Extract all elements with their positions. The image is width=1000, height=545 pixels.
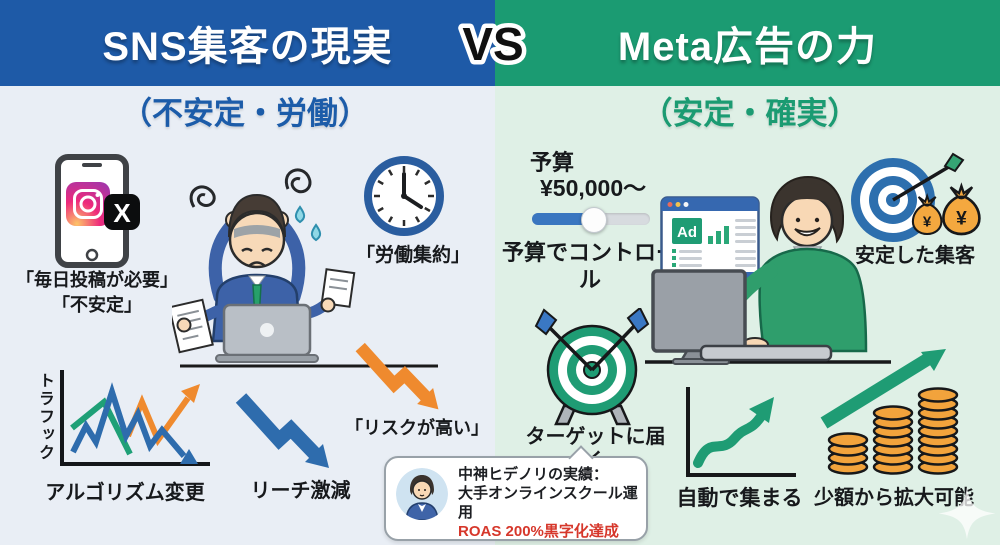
algorithm-change-caption: アルゴリズム変更: [45, 482, 205, 504]
blue-trend-line: [70, 382, 187, 458]
svg-text:¥: ¥: [923, 213, 932, 230]
stress-scribble-icon: [284, 168, 312, 194]
stable-acquisition-icon: ¥ ¥: [851, 152, 981, 242]
risk-drop-arrow-icon: [355, 342, 439, 410]
budget-block: 予算 ¥50,000〜: [530, 150, 680, 202]
budget-control-caption: 予算でコントロール: [501, 240, 678, 292]
targeting-icon: [534, 308, 650, 426]
keyboard-icon: [699, 344, 833, 362]
left-subtitle: （不安定・労働）: [121, 96, 369, 131]
money-bag-icon: ¥: [942, 182, 981, 236]
laptop-icon: [215, 303, 319, 363]
growth-chart-icon: [686, 387, 796, 477]
testimonial-text: 中神ヒデノリの実績： 大手オンラインスクール運用 ROAS 200%黒字化達成: [458, 465, 640, 541]
traffic-axis-label: トラフック: [36, 372, 53, 462]
right-subtitle: （安定・確実）: [641, 96, 859, 131]
left-header-band: [0, 0, 495, 86]
budget-slider-fill: [532, 213, 594, 225]
instagram-icon: [66, 182, 110, 226]
budget-slider-knob: [581, 207, 607, 233]
money-bag-icon: ¥: [911, 192, 943, 236]
unstable-caption: 「不安定」: [52, 295, 142, 315]
svg-text:¥: ¥: [956, 208, 967, 229]
budget-value: ¥50,000〜: [540, 175, 647, 201]
arrow-shaft: [892, 160, 958, 202]
notes-icon: [320, 268, 356, 308]
arrow-feather-icon: [626, 308, 650, 334]
green-trend-line: [70, 397, 133, 456]
arrow-feather-icon: [534, 308, 558, 336]
scale-up-caption: 少額から拡大可能: [814, 487, 974, 509]
sweat-drop-icon: [294, 205, 306, 224]
smartphone-sns-icon: X: [55, 154, 140, 268]
volatile-traffic-chart: [60, 370, 210, 466]
left-title: SNS集客の現実: [102, 25, 393, 69]
coin-stack-icon: [827, 432, 869, 475]
svg-text:X: X: [113, 198, 131, 228]
avatar: [396, 468, 448, 520]
auto-gather-caption: 自動で集まる: [676, 487, 803, 510]
testimonial-line1: 中神ヒデノリの実績：: [458, 466, 609, 483]
x-logo-icon: X: [104, 194, 140, 230]
stable-acquisition-caption: 安定した集客: [855, 245, 975, 267]
labor-intensive-caption: 「労働集約」: [355, 245, 470, 266]
right-header-band: [495, 0, 1000, 86]
arrow-feather-icon: [943, 152, 965, 173]
marketer-at-computer-illustration: [645, 175, 891, 365]
mini-bar-chart-icon: [708, 226, 729, 244]
testimonial-roas: ROAS 200%黒字化達成: [458, 523, 619, 540]
daily-posting-caption: 「毎日投稿が必要」: [16, 270, 178, 290]
testimonial-line2: 大手オンラインスクール運用: [458, 485, 638, 521]
ad-badge-label: Ad: [677, 224, 697, 241]
budget-label: 予算: [530, 150, 575, 175]
smiling-face: [780, 194, 834, 248]
coin-growth-icon: [820, 349, 959, 475]
sweat-drop-icon: [310, 223, 322, 242]
worried-face: [228, 211, 286, 269]
coin-stack-icon: [917, 387, 959, 475]
stress-scribble-icon: [189, 185, 216, 208]
stressed-worker-illustration: [172, 168, 438, 368]
green-sweater: [758, 247, 868, 353]
reach-decline-caption: リーチ激減: [250, 480, 351, 502]
high-risk-caption: 「リスクが高い」: [345, 418, 489, 438]
ads-manager-window: Ad: [660, 196, 760, 292]
clock-icon: [364, 156, 444, 236]
right-title: Meta広告の力: [617, 25, 878, 69]
vs-badge: VS: [458, 14, 528, 75]
ad-badge-icon: [672, 218, 702, 244]
coin-stack-icon: [872, 405, 914, 475]
vs-label: VS: [462, 18, 523, 70]
reach-drop-arrow-icon: [235, 393, 329, 468]
sparkle-icon: [938, 487, 996, 539]
